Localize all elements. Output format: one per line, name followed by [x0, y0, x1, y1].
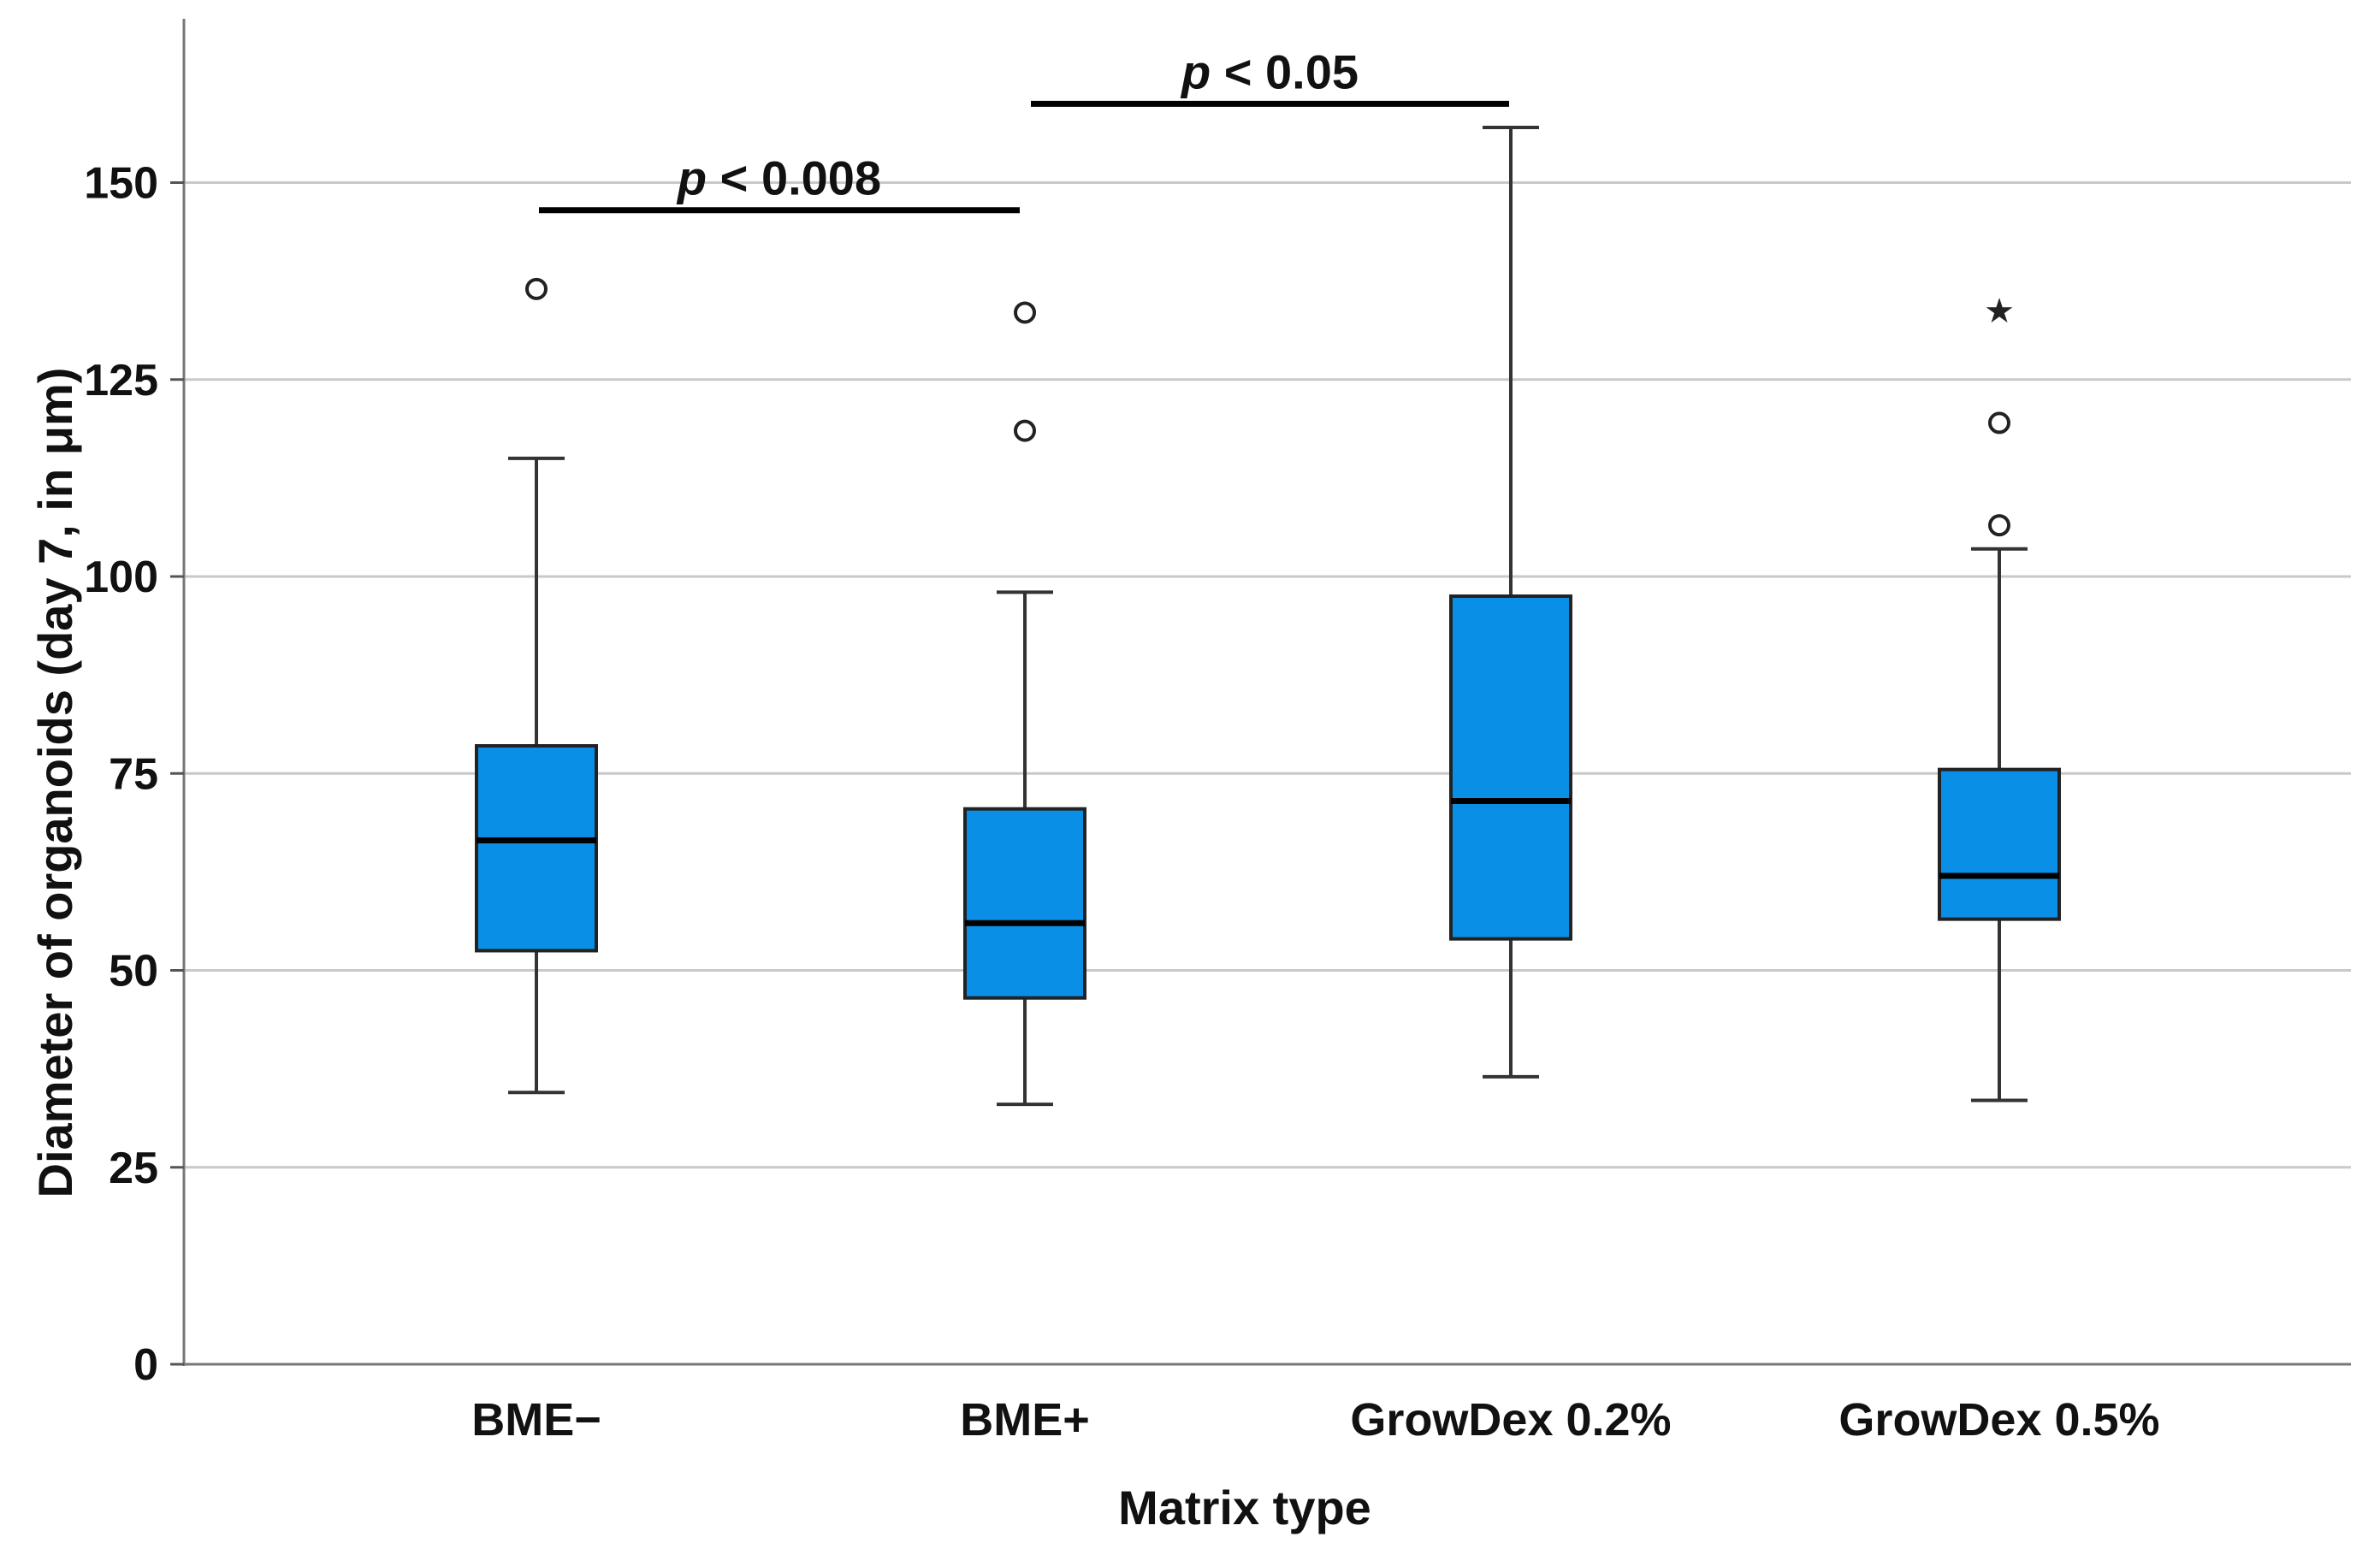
outlier-point — [1988, 514, 2010, 537]
box-group — [963, 301, 1086, 1107]
y-tick-label: 100 — [84, 553, 158, 602]
iqr-box — [1449, 594, 1572, 941]
y-tick-label: 150 — [84, 159, 158, 209]
x-category-label: BME− — [471, 1394, 601, 1446]
iqr-box — [1938, 767, 2061, 921]
axes — [182, 19, 2351, 1366]
box-group — [1449, 126, 1572, 1079]
y-tick-label: 50 — [109, 947, 158, 996]
outlier-point — [525, 277, 548, 300]
outlier-point — [1014, 419, 1036, 442]
significance-label: p < 0.05 — [1180, 44, 1359, 98]
box-group — [475, 277, 598, 1095]
significance-label: p < 0.008 — [676, 151, 881, 205]
y-axis-title: Diameter of organoids (day 7, in μm) — [28, 368, 82, 1198]
iqr-box — [475, 744, 598, 953]
iqr-box — [963, 807, 1086, 1000]
x-axis-category-labels: BME− BME+ GrowDex 0.2% GrowDex 0.5% — [471, 1394, 2159, 1446]
significance-brackets: p < 0.008 p < 0.05 — [539, 44, 1509, 214]
y-axis-ticks: 0 25 50 75 100 125 150 — [84, 159, 184, 1390]
y-tick-label: 125 — [84, 356, 158, 405]
extreme-point: ★ — [1984, 292, 2015, 331]
y-tick-label: 0 — [133, 1340, 158, 1390]
x-category-label: BME+ — [960, 1394, 1090, 1446]
box-group: ★ — [1938, 292, 2061, 1103]
x-axis-title: Matrix type — [1118, 1481, 1371, 1534]
box-series: ★ — [475, 126, 2061, 1107]
x-category-label: GrowDex 0.5% — [1838, 1394, 2159, 1446]
y-tick-label: 25 — [109, 1144, 158, 1193]
outlier-point — [1014, 301, 1036, 324]
x-category-label: GrowDex 0.2% — [1350, 1394, 1671, 1446]
outlier-point — [1988, 411, 2010, 435]
y-tick-label: 75 — [109, 749, 158, 799]
grid-lines — [184, 181, 2351, 1169]
